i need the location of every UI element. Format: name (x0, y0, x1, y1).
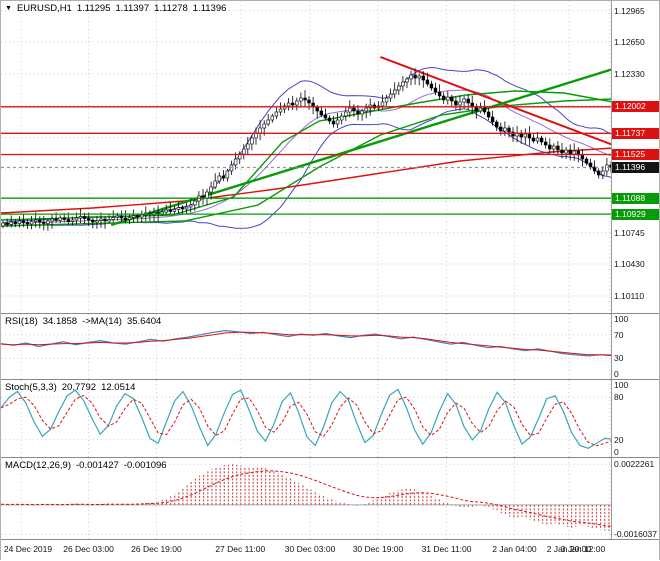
stochastic-axis: 100 80 20 0 (611, 380, 659, 457)
stochastic-tick: 100 (614, 380, 629, 390)
time-tick-label: 26 Dec 19:00 (131, 544, 182, 554)
time-tick-label: 30 Dec 03:00 (284, 544, 336, 554)
rsi-tick: 0 (614, 369, 619, 379)
time-tick-label: 30 Dec 19:00 (352, 544, 404, 554)
time-axis[interactable]: 24 Dec 2019 26 Dec 03:00 26 Dec 19:00 27 De… (1, 539, 659, 561)
time-tick-label: 2 Jan 04:00 (492, 544, 537, 554)
macd-header: MACD(12,26,9) -0.001427 -0.001096 (5, 460, 167, 471)
rsi-tick: 100 (614, 314, 629, 324)
rsi-ma-value: 35.6404 (126, 316, 162, 327)
symbol-timeframe-label: EURUSD,H1 (16, 3, 72, 14)
price-level-badge: 1.10929 (612, 208, 659, 220)
price-level-badge: 1.11737 (612, 127, 659, 139)
price-level-badge: 1.11525 (612, 149, 659, 160)
price-tick: 1.12965 (614, 5, 645, 16)
rsi-label: RSI(18) (5, 316, 38, 327)
symbol-dropdown-icon[interactable]: ▼ (5, 5, 12, 12)
price-tick: 1.10430 (614, 259, 645, 269)
ohlc-low: 1.11278 (154, 3, 188, 14)
stochastic-header: Stoch(5,3,3) 20.7792 12.0514 (5, 382, 135, 393)
stoch-value: 20.7792 (61, 382, 97, 393)
stoch-label: Stoch(5,3,3) (5, 382, 57, 393)
time-tick-label: 24 Dec 2019 (3, 544, 53, 554)
rsi-axis: 100 70 30 0 (611, 314, 659, 379)
time-tick-label: 31 Dec 11:00 (421, 544, 472, 554)
stochastic-tick: 20 (614, 434, 624, 445)
stochastic-canvas[interactable] (1, 380, 613, 457)
macd-tick: -0.0016037 (614, 529, 658, 539)
macd-value: -0.001427 (76, 460, 119, 471)
macd-tick: 0.0022261 (614, 459, 655, 470)
candlestick-chart-canvas[interactable] (1, 1, 613, 313)
rsi-canvas[interactable] (1, 314, 613, 379)
ohlc-close: 1.11396 (192, 3, 227, 14)
ohlc-open: 1.11295 (76, 3, 111, 14)
price-tick: 1.10110 (614, 291, 645, 301)
stochastic-tick: 80 (614, 392, 624, 403)
macd-label: MACD(12,26,9) (5, 460, 71, 471)
stochastic-panel[interactable]: 100 80 20 0 Stoch(5,3,3) 20.7792 12.0514 (1, 379, 659, 457)
rsi-panel[interactable]: 100 70 30 0 RSI(18) 34.1858 ->MA(14) 35.640… (1, 313, 659, 379)
rsi-tick: 70 (614, 329, 624, 340)
price-axis: 1.12965 1.12650 1.12330 1.10745 1.10430 1.101… (611, 1, 659, 313)
macd-signal-value: -0.001096 (123, 460, 167, 471)
time-tick-label: 27 Dec 11:00 (215, 544, 266, 554)
time-tick-label: 2 Jan 20:00 (546, 544, 592, 554)
time-tick-label: 26 Dec 03:00 (63, 544, 114, 554)
rsi-tick: 30 (614, 353, 624, 364)
macd-canvas[interactable] (1, 458, 613, 539)
time-tick-label: 3 Jan 12:00 (560, 544, 606, 554)
chart-header: ▼ EURUSD,H1 1.11295 1.11397 1.11278 1.11… (5, 3, 226, 14)
price-level-badge: 1.12002 (612, 101, 659, 113)
ohlc-high: 1.11397 (115, 3, 150, 14)
stoch-signal-value: 12.0514 (101, 382, 136, 393)
price-tick: 1.12650 (614, 37, 645, 47)
price-tick: 1.10745 (614, 227, 645, 238)
macd-panel[interactable]: 0.0022261 -0.0016037 MACD(12,26,9) -0.001… (1, 457, 659, 539)
stochastic-tick: 0 (614, 447, 619, 457)
main-chart-panel[interactable]: 1.12965 1.12650 1.12330 1.10745 1.10430 1.101… (1, 1, 659, 313)
rsi-ma-label: ->MA(14) (82, 316, 122, 327)
rsi-value: 34.1858 (42, 316, 78, 327)
rsi-header: RSI(18) 34.1858 ->MA(14) 35.6404 (5, 316, 161, 327)
price-tick: 1.12330 (614, 69, 645, 79)
price-level-badge: 1.11088 (612, 192, 659, 204)
macd-axis: 0.0022261 -0.0016037 (611, 458, 659, 539)
current-price-badge: 1.11396 (612, 161, 659, 173)
